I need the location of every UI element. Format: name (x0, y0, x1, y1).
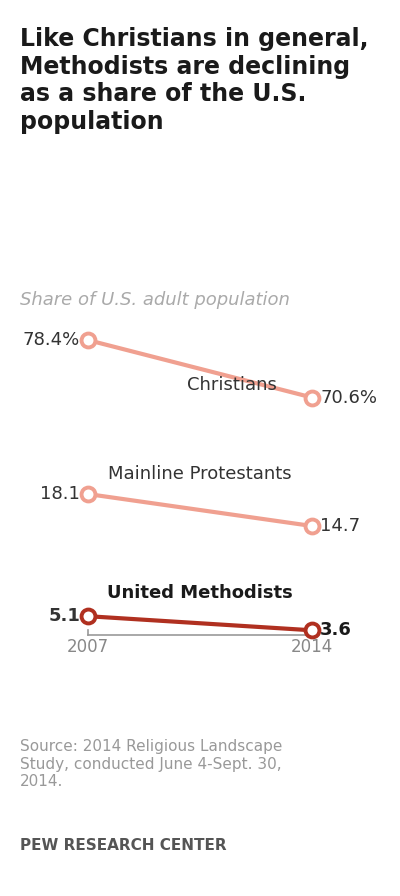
Text: 5.1: 5.1 (48, 607, 80, 625)
Text: 18.1: 18.1 (40, 485, 80, 503)
Text: Source: 2014 Religious Landscape
Study, conducted June 4-Sept. 30,
2014.: Source: 2014 Religious Landscape Study, … (20, 739, 282, 789)
Text: United Methodists: United Methodists (107, 584, 293, 602)
Text: 78.4%: 78.4% (23, 332, 80, 349)
Text: 14.7: 14.7 (320, 517, 360, 535)
Text: PEW RESEARCH CENTER: PEW RESEARCH CENTER (20, 838, 227, 853)
Text: 70.6%: 70.6% (320, 389, 377, 407)
Text: 3.6: 3.6 (320, 621, 352, 640)
Text: Share of U.S. adult population: Share of U.S. adult population (20, 291, 290, 309)
Text: Mainline Protestants: Mainline Protestants (108, 465, 292, 483)
Text: 2007: 2007 (67, 638, 109, 656)
Text: 2014: 2014 (291, 638, 333, 656)
Text: Like Christians in general,
Methodists are declining
as a share of the U.S.
popu: Like Christians in general, Methodists a… (20, 27, 368, 134)
Text: Christians: Christians (187, 376, 277, 394)
